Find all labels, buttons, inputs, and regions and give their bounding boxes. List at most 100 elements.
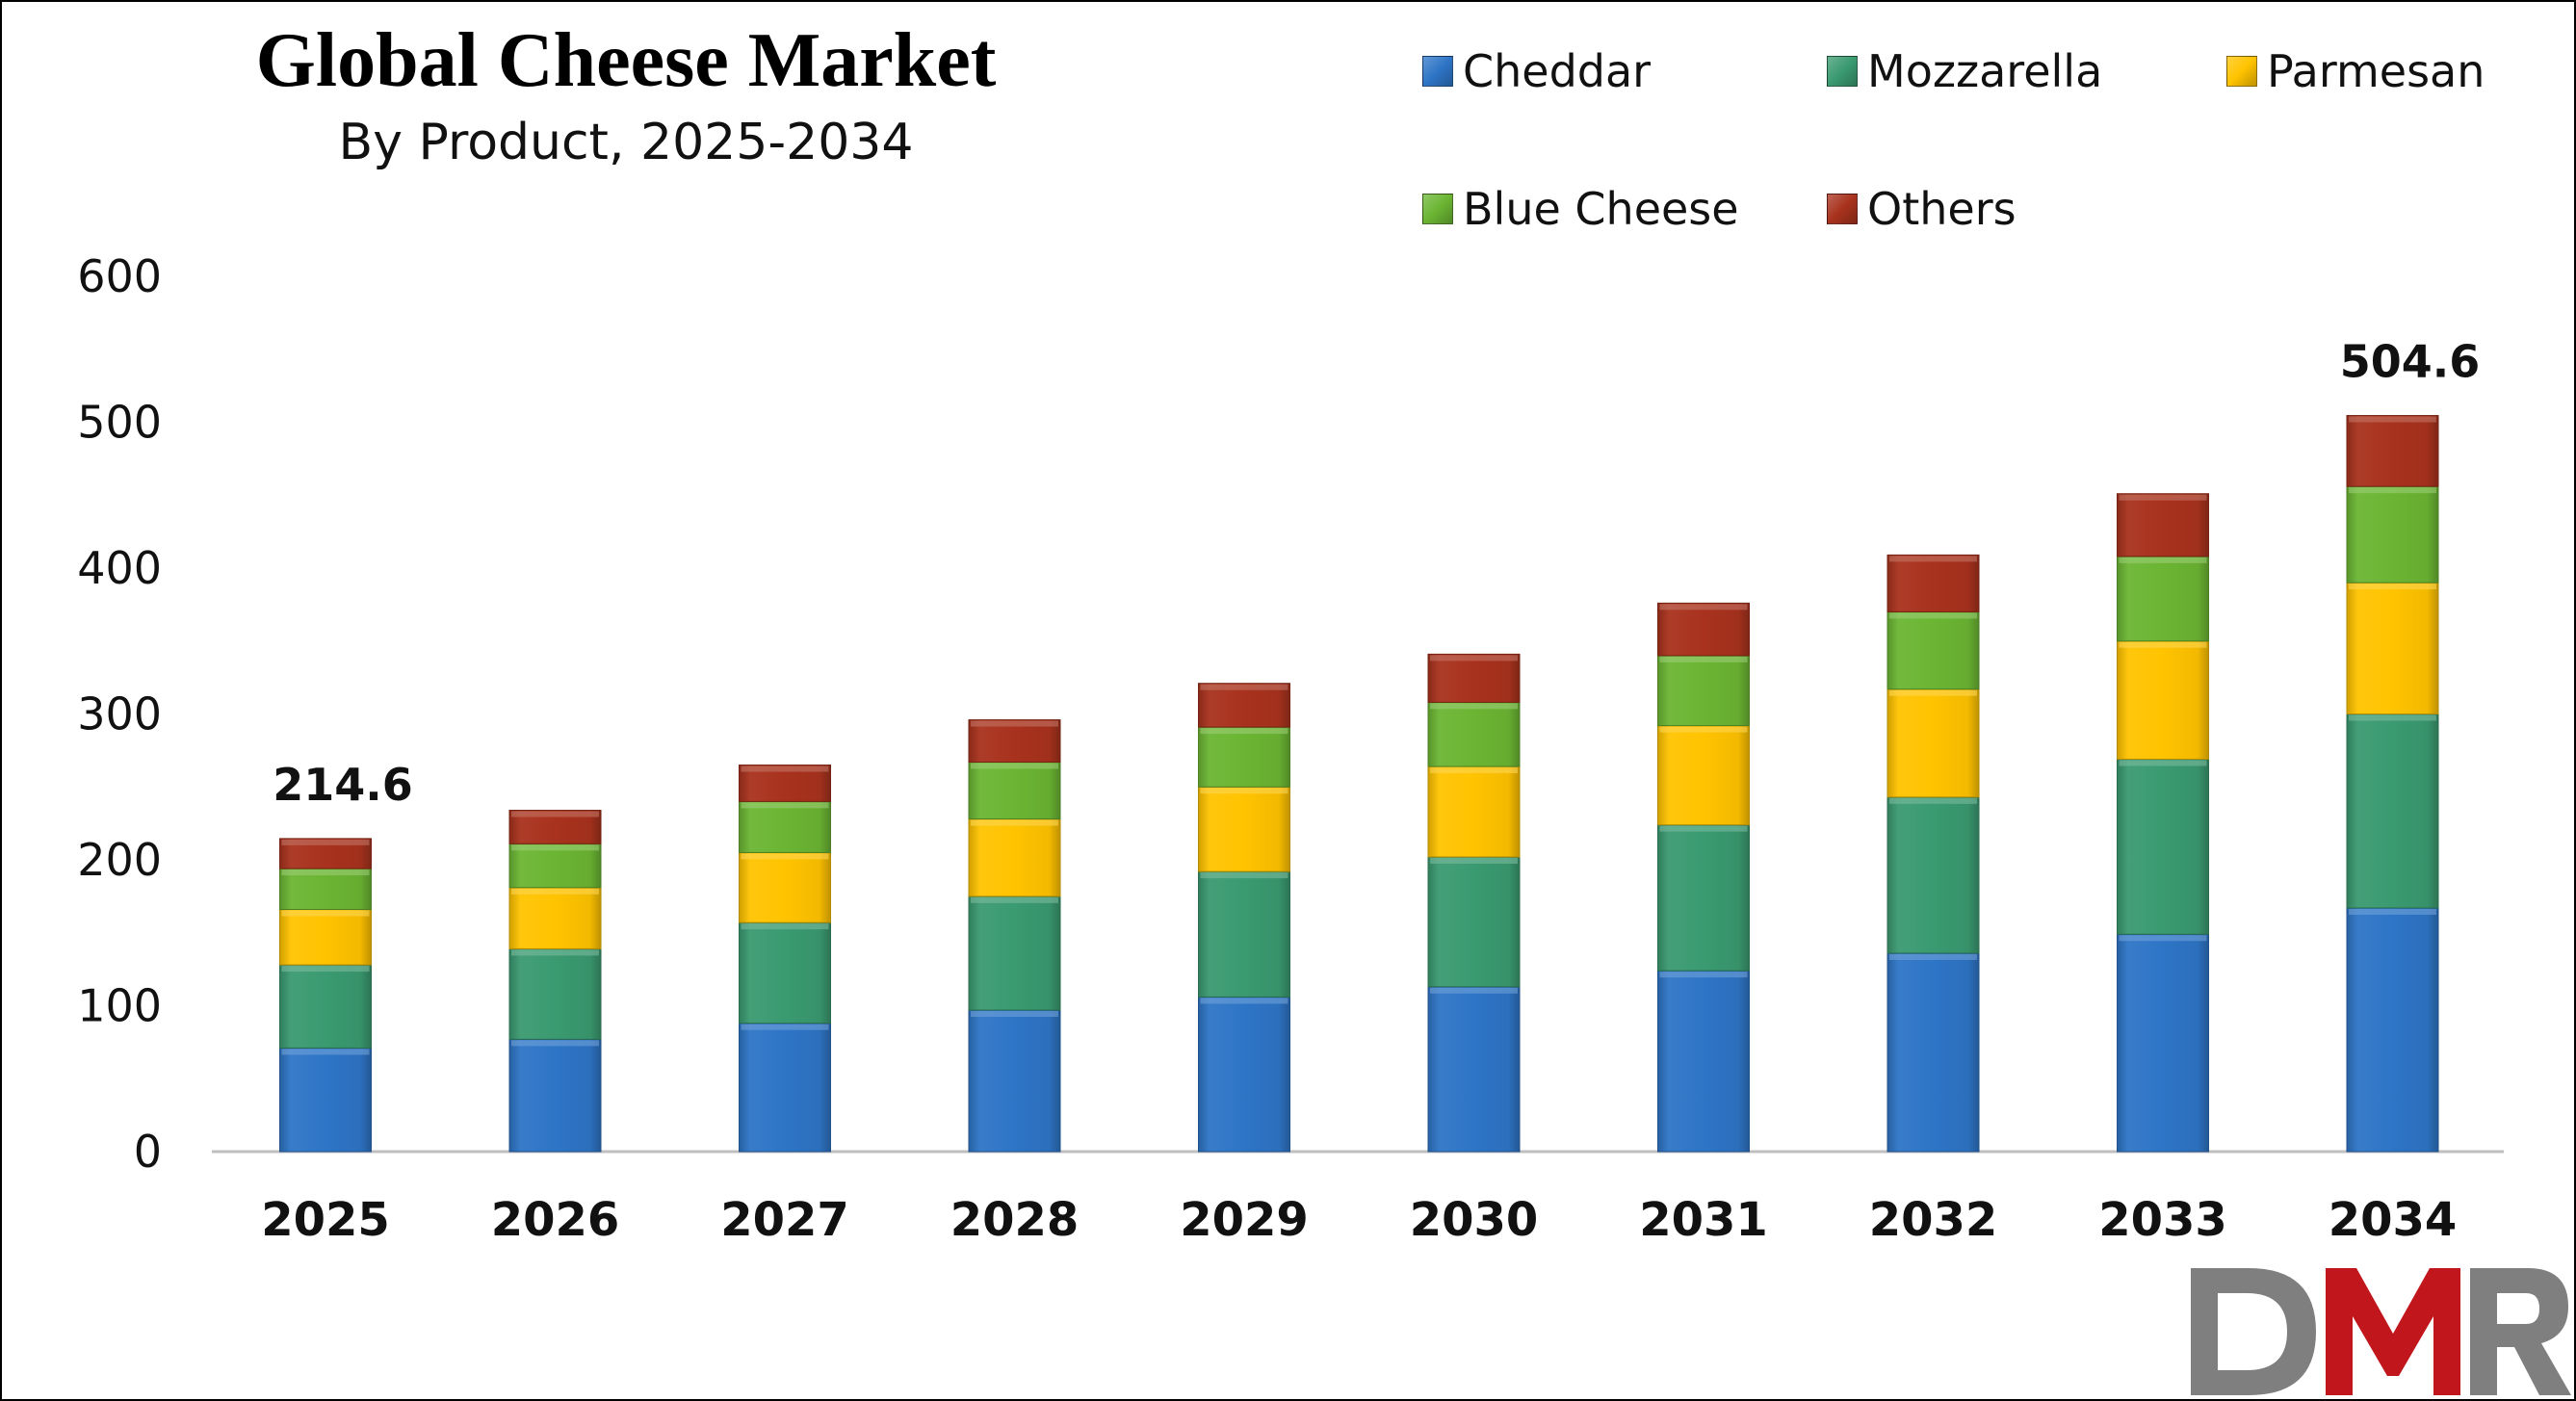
bar-segment-highlight xyxy=(2119,641,2207,648)
bar-segment-parmesan xyxy=(1886,688,1980,798)
legend-swatch xyxy=(1422,194,1453,224)
bar-segment-highlight xyxy=(511,1040,599,1047)
bar-segment-others xyxy=(1657,602,1750,657)
legend-swatch xyxy=(1827,194,1858,224)
y-tick-label: 400 xyxy=(77,542,162,594)
bar-segment-highlight xyxy=(741,923,829,930)
bar-segment-highlight xyxy=(1430,655,1518,662)
bar-segment-others xyxy=(968,719,1061,763)
x-tick-label: 2026 xyxy=(491,1193,620,1247)
chart-labels: 2025 2026 2027 2028 2029 2030 2031 2032 2033 2034… xyxy=(261,336,2480,1247)
chart-title: Global Cheese Market xyxy=(255,18,997,103)
bar-stack-2030 xyxy=(1427,653,1521,1153)
bar-segment-highlight xyxy=(511,844,599,851)
bar-segment-highlight xyxy=(1889,797,1977,804)
bar-segment-highlight xyxy=(2119,935,2207,942)
bar-segment-others xyxy=(1427,653,1521,703)
bar-segment-highlight xyxy=(1659,604,1748,610)
bar-segment-cheddar xyxy=(739,1023,831,1153)
bar-segment-highlight xyxy=(741,802,829,809)
bar-segment-cheddar xyxy=(1657,970,1750,1153)
bar-segment-highlight xyxy=(1889,556,1977,562)
bar-segment-parmesan xyxy=(968,818,1061,897)
bar-segment-highlight xyxy=(1659,825,1748,832)
x-tick-label: 2028 xyxy=(950,1193,1080,1247)
bar-segment-highlight xyxy=(1430,857,1518,864)
bar-segment-highlight xyxy=(971,1011,1058,1018)
total-label: 504.6 xyxy=(2340,336,2481,388)
bar-segment-blue-cheese xyxy=(2117,556,2209,642)
bar-segment-mozzarella xyxy=(2117,758,2209,935)
y-tick-label: 200 xyxy=(77,834,162,886)
bar-stack-2029 xyxy=(1198,683,1290,1153)
bar-segment-blue-cheese xyxy=(739,800,831,853)
bar-segment-highlight xyxy=(1659,726,1748,733)
bar-segment-highlight xyxy=(741,853,829,860)
bar-segment-mozzarella xyxy=(968,895,1061,1011)
bar-segment-highlight xyxy=(1200,728,1288,735)
bar-segment-cheddar xyxy=(1427,986,1521,1153)
y-tick-label: 500 xyxy=(77,397,162,449)
bar-segment-highlight xyxy=(1430,703,1518,710)
bar-segment-blue-cheese xyxy=(1886,610,1980,690)
bar-segment-mozzarella xyxy=(739,921,831,1025)
bar-segment-blue-cheese xyxy=(508,843,602,889)
legend-item-cheddar: Cheddar xyxy=(1422,42,1651,100)
bar-segment-highlight xyxy=(1200,872,1288,879)
legend-item-others: Others xyxy=(1827,180,2017,238)
bar-stack-2026 xyxy=(508,809,602,1153)
bar-segment-highlight xyxy=(281,910,370,917)
bar-segment-highlight xyxy=(1659,972,1748,978)
legend-label: Parmesan xyxy=(2267,45,2485,97)
bar-segment-cheddar xyxy=(279,1047,372,1153)
bar-segment-others xyxy=(1886,554,1980,612)
bar-segment-highlight xyxy=(1659,656,1748,662)
bar-segment-highlight xyxy=(281,839,370,845)
legend-swatch xyxy=(1827,56,1858,87)
bar-segment-cheddar xyxy=(1198,996,1290,1153)
bar-segment-highlight xyxy=(1200,998,1288,1004)
bar-segment-highlight xyxy=(1430,987,1518,994)
bar-segment-highlight xyxy=(1889,689,1977,696)
bar-segment-cheddar xyxy=(1886,952,1980,1153)
bar-segment-parmesan xyxy=(508,887,602,949)
legend-item-blue-cheese: Blue Cheese xyxy=(1422,180,1739,238)
bar-segment-highlight xyxy=(2119,557,2207,563)
legend-label: Blue Cheese xyxy=(1463,183,1739,235)
bar-segment-highlight xyxy=(1200,684,1288,690)
legend-label: Others xyxy=(1867,183,2017,235)
bar-segment-parmesan xyxy=(1657,725,1750,826)
bar-segment-others xyxy=(1198,683,1290,728)
bar-segment-cheddar xyxy=(2117,933,2209,1153)
x-tick-label: 2032 xyxy=(1869,1193,1998,1247)
bar-stack-2028 xyxy=(968,719,1061,1153)
bar-stack-2031 xyxy=(1657,602,1750,1153)
legend-item-parmesan: Parmesan xyxy=(2226,42,2485,100)
bar-segment-highlight xyxy=(971,819,1058,826)
bar-segment-mozzarella xyxy=(1657,824,1750,972)
bar-segment-highlight xyxy=(511,949,599,956)
bar-segment-highlight xyxy=(741,1024,829,1030)
bar-segment-blue-cheese xyxy=(968,761,1061,820)
y-tick-label: 100 xyxy=(77,980,162,1032)
bar-segment-highlight xyxy=(281,966,370,973)
bar-stack-2033 xyxy=(2117,493,2209,1153)
bar-segment-highlight xyxy=(2349,487,2436,494)
bar-segment-highlight xyxy=(1200,788,1288,794)
chart-bars xyxy=(279,415,2439,1153)
bar-segment-highlight xyxy=(971,896,1058,903)
bar-segment-highlight xyxy=(1889,612,1977,619)
bar-segment-highlight xyxy=(2119,494,2207,501)
x-tick-label: 2030 xyxy=(1410,1193,1539,1247)
bar-segment-parmesan xyxy=(1198,786,1290,872)
bar-segment-blue-cheese xyxy=(2346,485,2439,584)
bar-segment-parmesan xyxy=(279,909,372,966)
y-tick-label: 300 xyxy=(77,688,162,740)
x-tick-label: 2031 xyxy=(1639,1193,1768,1247)
bar-segment-highlight xyxy=(1430,767,1518,774)
bar-stack-2027 xyxy=(739,765,831,1153)
bar-segment-highlight xyxy=(971,763,1058,769)
legend-item-mozzarella: Mozzarella xyxy=(1827,42,2102,100)
legend-label: Cheddar xyxy=(1463,45,1652,97)
